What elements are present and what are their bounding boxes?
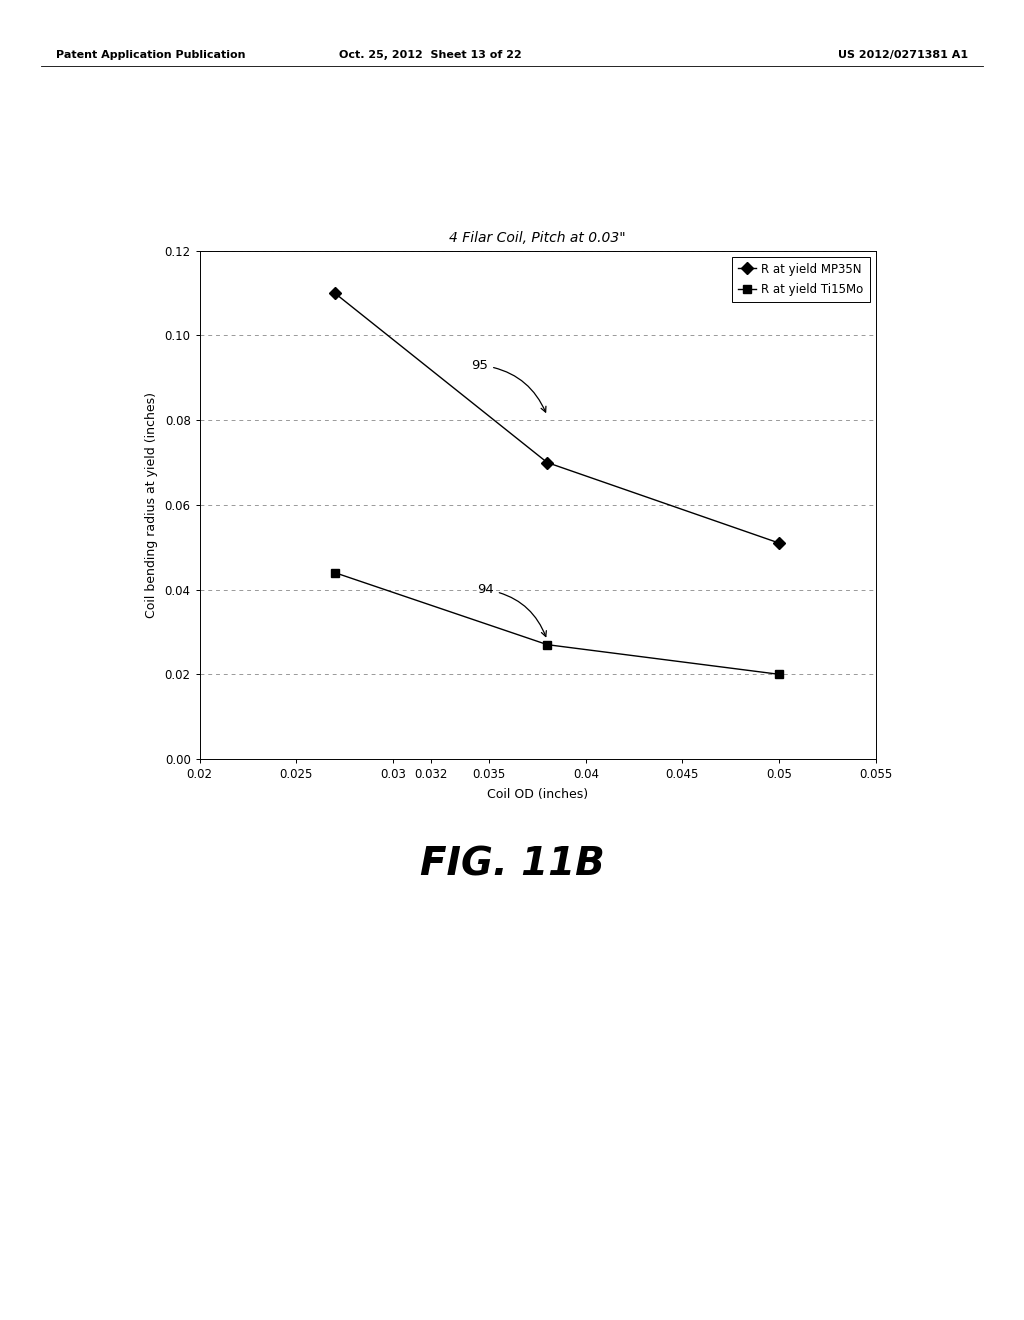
Y-axis label: Coil bending radius at yield (inches): Coil bending radius at yield (inches): [144, 392, 158, 618]
Text: Oct. 25, 2012  Sheet 13 of 22: Oct. 25, 2012 Sheet 13 of 22: [339, 50, 521, 61]
Title: 4 Filar Coil, Pitch at 0.03": 4 Filar Coil, Pitch at 0.03": [450, 231, 626, 246]
Text: 94: 94: [477, 583, 547, 636]
Legend: R at yield MP35N, R at yield Ti15Mo: R at yield MP35N, R at yield Ti15Mo: [732, 256, 869, 301]
Text: FIG. 11B: FIG. 11B: [420, 846, 604, 883]
Text: US 2012/0271381 A1: US 2012/0271381 A1: [838, 50, 968, 61]
Text: 95: 95: [471, 359, 546, 412]
Text: Patent Application Publication: Patent Application Publication: [56, 50, 246, 61]
X-axis label: Coil OD (inches): Coil OD (inches): [487, 788, 588, 801]
